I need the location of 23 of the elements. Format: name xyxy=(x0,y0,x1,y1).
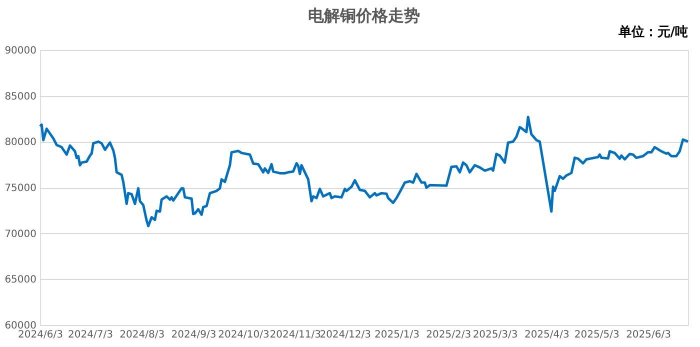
x-tick-label: 2024/6/3 xyxy=(18,330,63,340)
y-tick-label: 75000 xyxy=(4,183,36,194)
x-tick-label: 2024/7/3 xyxy=(68,330,113,340)
x-tick-label: 2024/8/3 xyxy=(120,330,165,340)
y-tick-label: 60000 xyxy=(4,320,36,332)
text: 单位：元/吨 xyxy=(617,24,688,40)
x-tick-label: 2025/1/3 xyxy=(374,330,420,340)
x-tick-label: 2025/6/3 xyxy=(626,330,671,340)
y-tick-label: 80000 xyxy=(4,137,36,148)
x-tick-label: 2025/5/3 xyxy=(574,330,620,340)
x-tick-label: 2024/9/3 xyxy=(171,330,216,340)
chart-title: 电解铜价格走势 xyxy=(308,6,420,25)
y-tick-label: 65000 xyxy=(4,274,36,286)
x-tick-label: 2024/12/3 xyxy=(320,330,371,340)
line-series xyxy=(38,116,690,228)
x-tick-label: 2025/2/3 xyxy=(426,330,472,340)
y-tick-label: 85000 xyxy=(4,91,36,102)
y-tick-label: 70000 xyxy=(4,228,36,240)
x-tick-label: 2025/3/3 xyxy=(472,330,518,340)
y-tick-label: 90000 xyxy=(4,46,36,56)
x-tick-label: 2024/11/3 xyxy=(270,330,322,340)
x-tick-label: 2025/4/3 xyxy=(524,330,570,340)
x-tick-label: 2024/10/3 xyxy=(218,330,270,340)
